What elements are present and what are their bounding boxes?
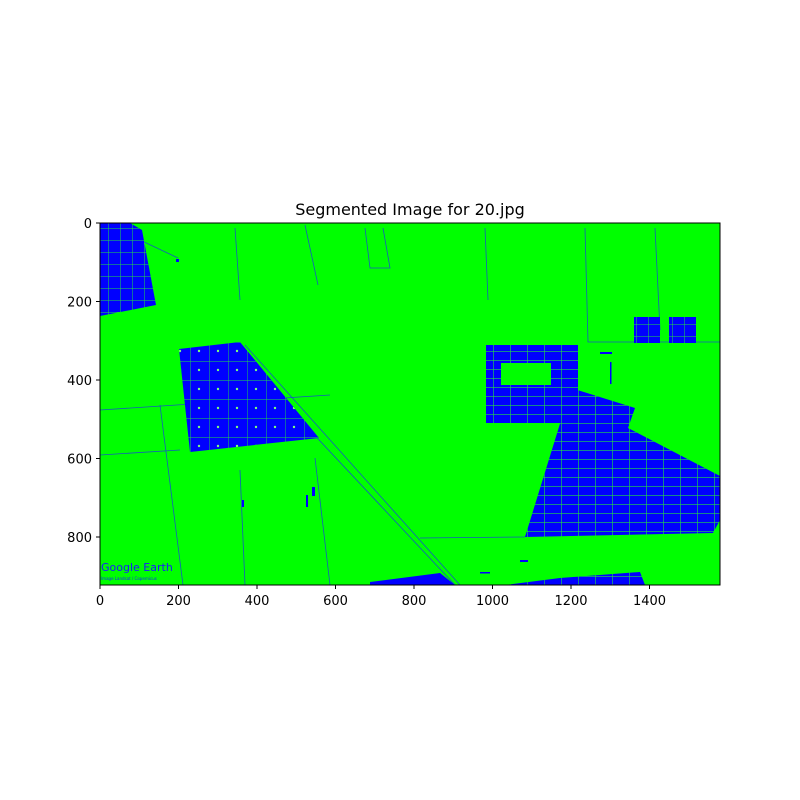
segmented-image: Google Earth Image Landsat / Copernicus	[100, 223, 720, 585]
y-tick-label: 400	[67, 374, 92, 389]
watermark-attribution: Image Landsat / Copernicus	[101, 576, 157, 581]
x-tick-label: 1000	[476, 594, 509, 609]
y-tick-label: 200	[67, 296, 92, 311]
solar-panel-region-center	[486, 345, 578, 423]
axes-frame	[99, 222, 721, 586]
x-tick-label: 400	[245, 594, 270, 609]
x-tick-label: 0	[96, 594, 104, 609]
solar-panel-region-bottom-right	[525, 388, 720, 537]
x-tick-label: 600	[323, 594, 348, 609]
solar-panel-region-left	[179, 342, 319, 452]
solar-panel-region-bottom-center	[370, 573, 455, 585]
x-tick-label: 1200	[554, 594, 587, 609]
x-tick-label: 1400	[633, 594, 666, 609]
noise-marks	[176, 259, 612, 574]
solar-panel-region-right-b	[669, 317, 696, 343]
solar-panel-region-top-left	[100, 223, 156, 316]
solar-panel-region-bottom-right-strip	[505, 572, 645, 585]
x-axis: 0 200 400 600 800 1000 1200 1400	[96, 585, 666, 609]
x-tick-label: 200	[166, 594, 191, 609]
y-tick-label: 600	[67, 453, 92, 468]
y-tick-label: 800	[67, 531, 92, 546]
watermark-logo: Google Earth	[101, 561, 173, 574]
y-axis: 0 200 400 600 800	[67, 217, 100, 546]
x-tick-label: 800	[402, 594, 427, 609]
figure-title: Segmented Image for 20.jpg	[295, 200, 525, 219]
solar-panel-region-right-a	[634, 317, 660, 343]
y-tick-label: 0	[84, 217, 92, 232]
